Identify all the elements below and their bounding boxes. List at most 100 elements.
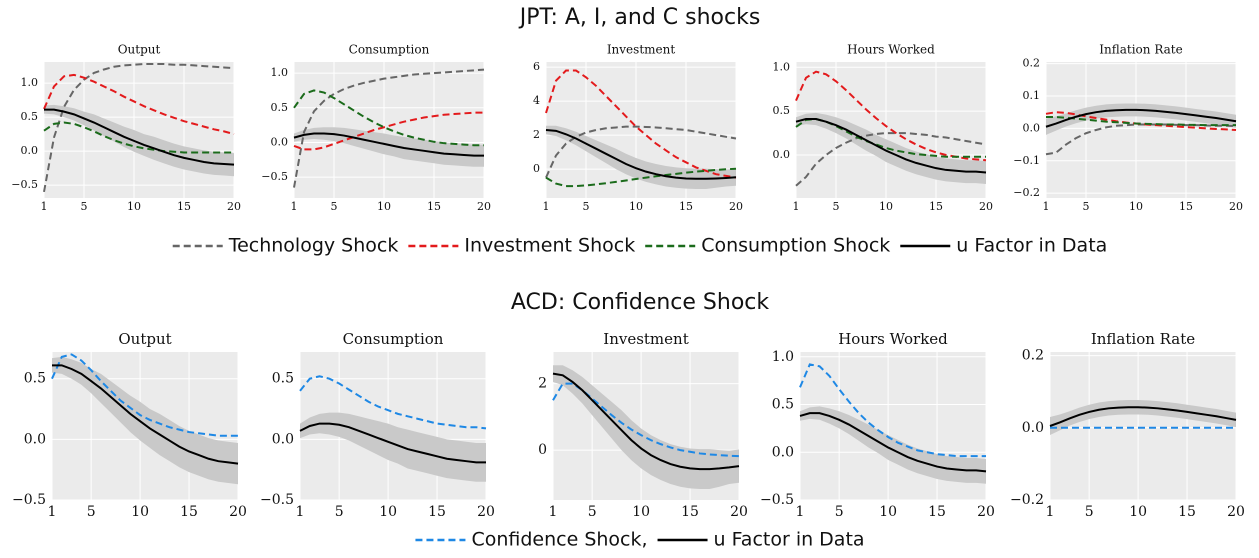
x-tick-label: 20 [477, 200, 491, 213]
y-tick-label: 0.5 [772, 397, 794, 413]
y-tick-label: 0.0 [773, 148, 791, 161]
series-line [1046, 116, 1236, 127]
x-tick-label: 10 [879, 504, 897, 520]
x-tick-label: 10 [1129, 504, 1147, 520]
confidence-band [553, 365, 739, 490]
legend-label: Consumption Shock [701, 235, 890, 257]
y-tick-label: −0.1 [1013, 154, 1040, 167]
y-tick-label: 0.0 [1023, 121, 1041, 134]
x-tick-label: 1 [549, 504, 558, 520]
y-tick-label: 0.0 [1022, 420, 1044, 436]
series-line [52, 364, 239, 465]
series-line [44, 108, 235, 166]
y-tick-label: 1.0 [772, 349, 794, 365]
series-line [545, 69, 737, 179]
x-tick-label: 15 [681, 504, 699, 520]
legend: Technology Shock Investment Shock Consumpt… [172, 235, 1107, 257]
x-tick-label: 20 [477, 504, 495, 520]
series-line [293, 132, 484, 157]
series-line [299, 375, 487, 430]
y-tick-label: −0.2 [1013, 186, 1040, 199]
x-tick-label: 20 [1227, 504, 1245, 520]
x-tick-label: 15 [679, 200, 693, 213]
x-tick-label: 20 [729, 200, 743, 213]
x-tick-label: 5 [833, 200, 840, 213]
series-line [799, 412, 987, 473]
subplot-title: Hours Worked [838, 330, 948, 348]
legend-label: Technology Shock [228, 235, 399, 257]
x-tick-label: 10 [379, 504, 397, 520]
y-tick-label: 1.0 [21, 76, 39, 89]
x-tick-label: 1 [296, 504, 305, 520]
y-tick-label: 0.5 [24, 371, 46, 387]
series-line [545, 167, 737, 188]
subplot-title: Output [118, 43, 161, 57]
x-tick-label: 10 [632, 504, 650, 520]
plot-background [1046, 62, 1236, 198]
y-tick-label: 0 [533, 162, 540, 175]
subplot-title: Investment [603, 330, 688, 348]
y-tick-label: −0.5 [261, 170, 288, 183]
x-tick-label: 5 [335, 504, 344, 520]
confidence-band [294, 127, 484, 167]
series-line [51, 353, 238, 437]
series-line [552, 372, 740, 471]
x-tick-label: 5 [583, 200, 590, 213]
y-tick-label: 0.5 [21, 110, 39, 123]
x-tick-label: 5 [1085, 504, 1094, 520]
x-tick-label: 20 [730, 504, 748, 520]
subplot-title: Consumption [343, 330, 444, 348]
x-tick-label: 15 [1179, 200, 1193, 213]
series-line [1049, 406, 1237, 427]
series-line [795, 132, 987, 187]
y-tick-label: 0.0 [21, 144, 39, 157]
x-tick-label: 1 [48, 504, 57, 520]
subplot-title: Inflation Rate [1091, 330, 1195, 348]
x-tick-label: 5 [87, 504, 96, 520]
legend: Confidence Shock, u Factor in Data [415, 529, 865, 551]
series-line [799, 363, 986, 458]
x-tick-label: 5 [81, 200, 88, 213]
y-tick-label: 0.5 [271, 101, 289, 114]
x-tick-label: 20 [1229, 200, 1243, 213]
x-tick-label: 15 [180, 504, 198, 520]
y-tick-label: 0.0 [271, 135, 289, 148]
subplot-title: Hours Worked [847, 43, 935, 57]
plot-background [1050, 352, 1236, 500]
confidence-band [1050, 400, 1236, 436]
section-title: ACD: Confidence Shock [511, 290, 770, 315]
x-tick-label: 15 [929, 200, 943, 213]
x-tick-label: 1 [543, 200, 550, 213]
x-tick-label: 20 [227, 200, 241, 213]
y-tick-label: 0.5 [272, 371, 294, 387]
y-tick-label: 6 [533, 60, 540, 73]
x-tick-label: 10 [879, 200, 893, 213]
legend-label: u Factor in Data [956, 235, 1107, 257]
x-tick-label: 5 [588, 504, 597, 520]
subplot-title: Consumption [349, 43, 430, 57]
y-tick-label: 0 [538, 442, 547, 458]
x-tick-label: 1 [1046, 504, 1055, 520]
x-tick-label: 10 [377, 200, 391, 213]
y-tick-label: 0.0 [272, 431, 294, 447]
x-tick-label: 1 [1043, 200, 1050, 213]
y-tick-label: 0.5 [773, 104, 791, 117]
subplot-title: Inflation Rate [1099, 43, 1182, 57]
x-tick-label: 10 [1129, 200, 1143, 213]
y-tick-label: 1.0 [773, 60, 791, 73]
y-tick-label: −0.5 [760, 492, 794, 508]
series-line [293, 111, 484, 151]
y-tick-label: 0.2 [1023, 57, 1041, 70]
x-tick-label: 20 [979, 200, 993, 213]
x-tick-label: 10 [629, 200, 643, 213]
legend-label: u Factor in Data [714, 529, 865, 551]
plot-background [44, 62, 234, 198]
x-tick-label: 1 [793, 200, 800, 213]
x-tick-label: 20 [229, 504, 247, 520]
x-tick-label: 15 [427, 200, 441, 213]
subplot-title: Output [118, 330, 171, 348]
x-tick-label: 20 [977, 504, 995, 520]
y-tick-label: 0.0 [772, 444, 794, 460]
x-tick-label: 10 [131, 504, 149, 520]
y-tick-label: −0.2 [1010, 492, 1044, 508]
